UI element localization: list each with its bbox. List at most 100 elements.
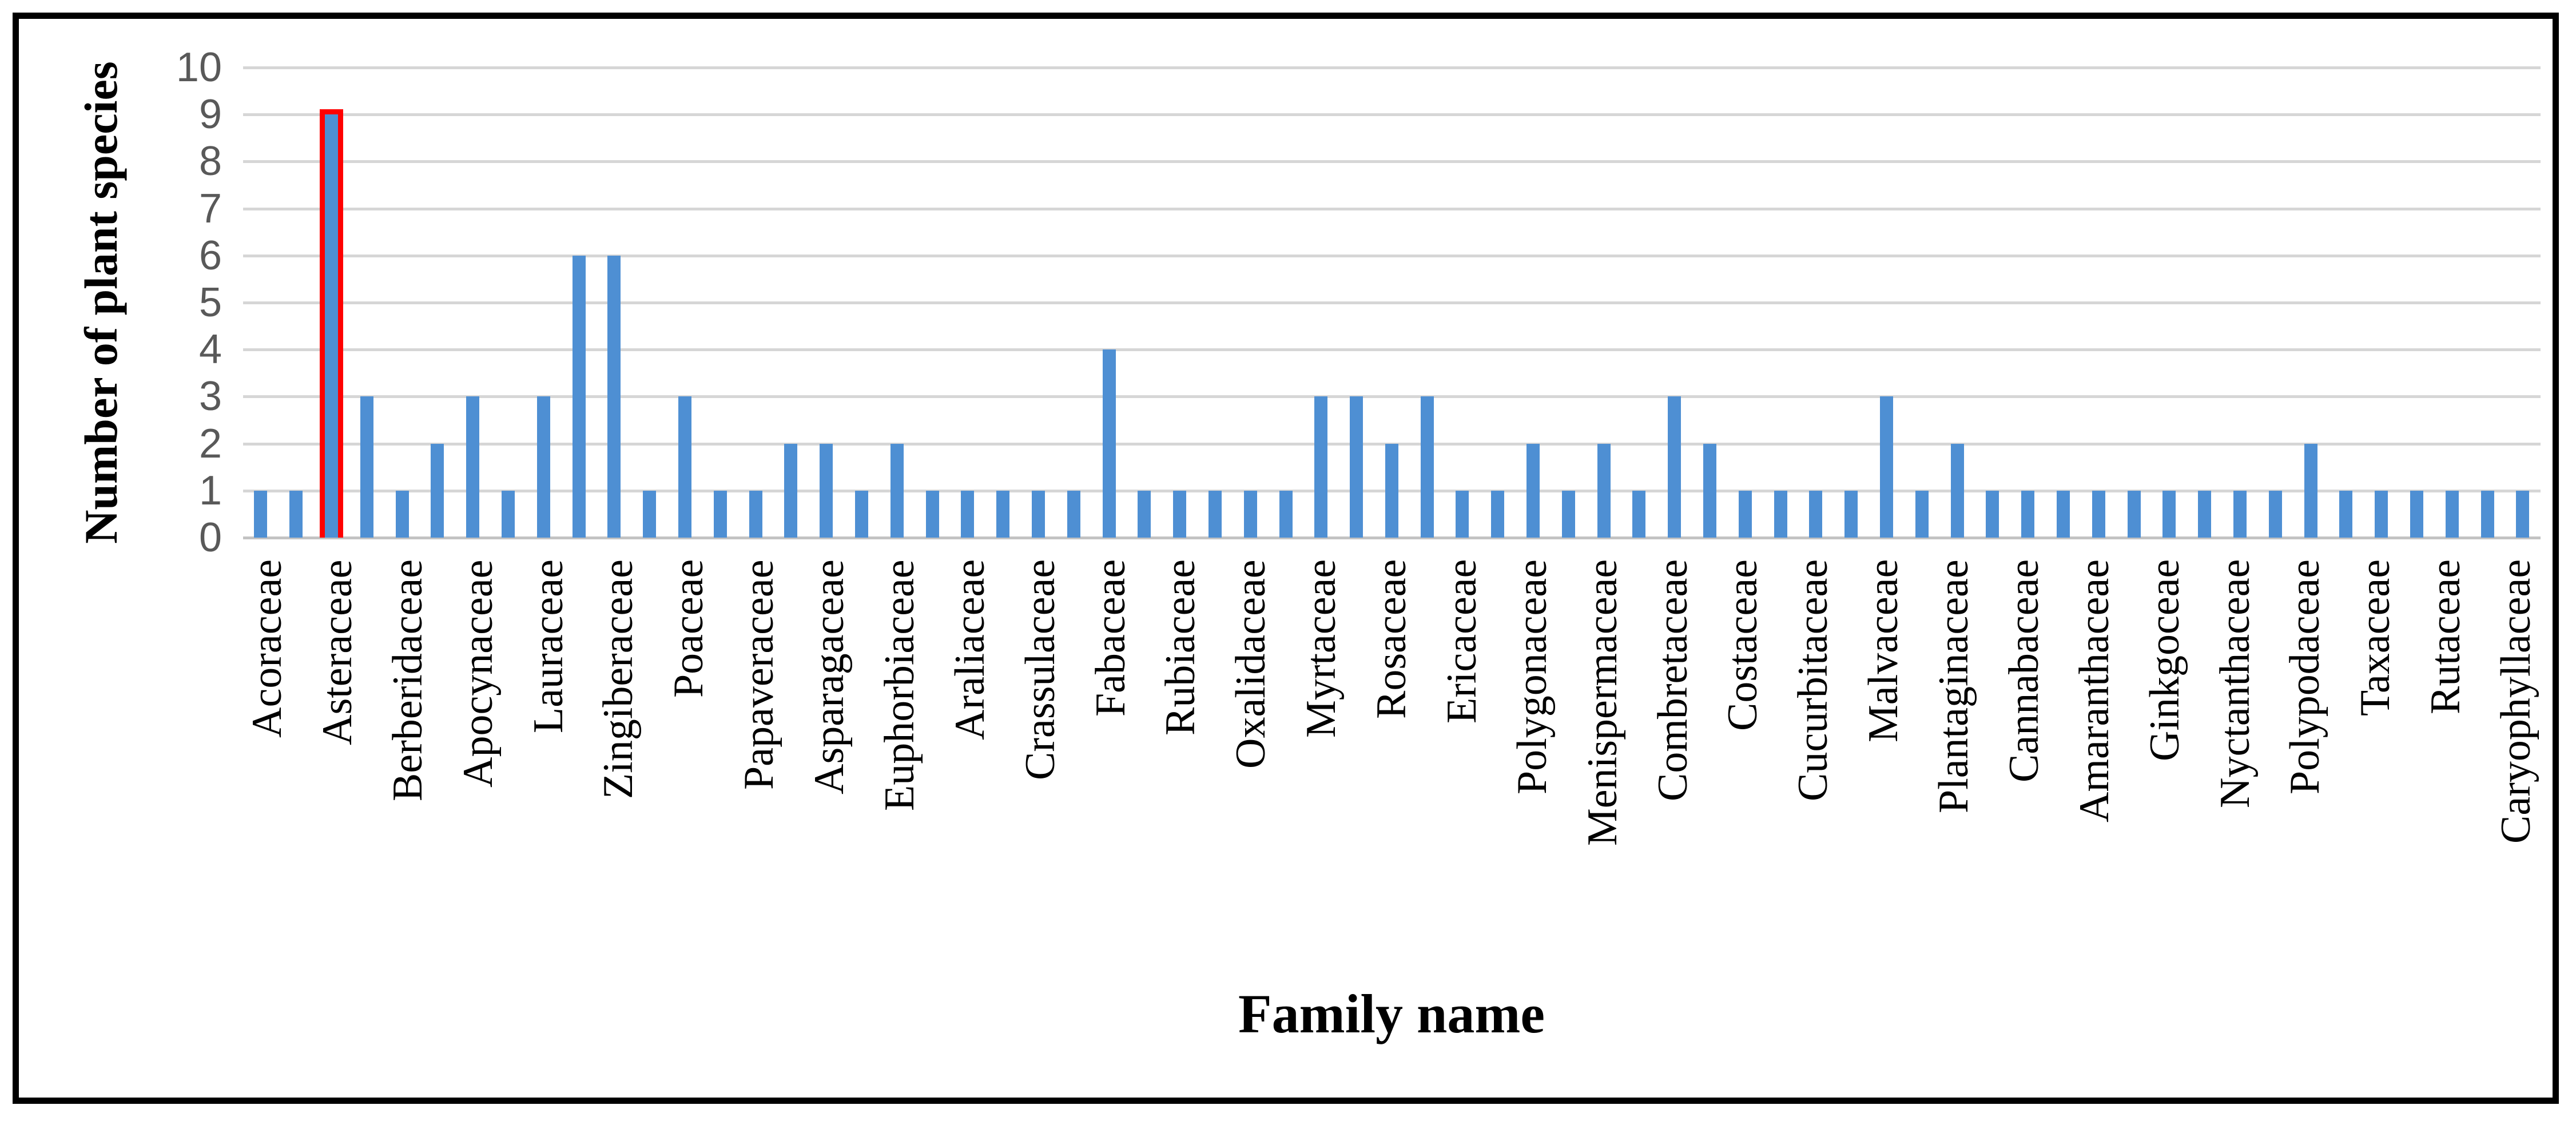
bar-slot bbox=[2187, 67, 2223, 538]
x-label-slot: Araliaceae bbox=[946, 559, 995, 968]
x-label-slot bbox=[1557, 559, 1579, 968]
bar bbox=[572, 256, 586, 538]
x-label-slot: Acoraceae bbox=[243, 559, 292, 968]
bar bbox=[1950, 444, 1964, 538]
bar bbox=[2092, 491, 2105, 538]
bar bbox=[1774, 491, 1787, 538]
x-label-slot: Poaceae bbox=[665, 559, 713, 968]
x-label-slot bbox=[2260, 559, 2281, 968]
x-label-slot bbox=[1978, 559, 2000, 968]
bar bbox=[2198, 491, 2212, 538]
x-label-slot bbox=[1486, 559, 1508, 968]
bar bbox=[2057, 491, 2070, 538]
x-label-slot bbox=[2189, 559, 2211, 968]
bar-slot bbox=[526, 67, 561, 538]
x-label-slot: Ericaceae bbox=[1438, 559, 1486, 968]
bar-slot bbox=[2505, 67, 2541, 538]
bar-slot bbox=[1021, 67, 1056, 538]
bar bbox=[2304, 444, 2317, 538]
bar bbox=[536, 396, 550, 538]
x-category-label: Araliaceae bbox=[946, 559, 993, 741]
gridline bbox=[243, 66, 2541, 69]
bar bbox=[289, 491, 303, 538]
bar-slot bbox=[1162, 67, 1198, 538]
x-category-label: Myrtaceae bbox=[1298, 559, 1345, 738]
bar-slot bbox=[1692, 67, 1728, 538]
x-label-slot: Zingiberaceae bbox=[594, 559, 643, 968]
bar-slot bbox=[702, 67, 738, 538]
bar-slot bbox=[2046, 67, 2081, 538]
bar bbox=[1208, 491, 1222, 538]
bar bbox=[1703, 444, 1717, 538]
bar-slot bbox=[561, 67, 597, 538]
bar bbox=[2516, 491, 2530, 538]
bar-slot bbox=[349, 67, 384, 538]
bar bbox=[2445, 491, 2459, 538]
x-label-slot: Oxalidaceae bbox=[1227, 559, 1275, 968]
x-label-slot bbox=[503, 559, 524, 968]
x-label-slot: Berberidaceae bbox=[384, 559, 432, 968]
bar bbox=[1880, 396, 1894, 538]
x-category-label: Plantaginaceae bbox=[1930, 559, 1977, 813]
bar bbox=[466, 396, 480, 538]
bar-slot bbox=[1374, 67, 1410, 538]
bar-slot bbox=[2328, 67, 2364, 538]
x-label-slot bbox=[784, 559, 805, 968]
x-category-label: Taxaceae bbox=[2352, 559, 2399, 717]
bar-slot bbox=[1586, 67, 1621, 538]
x-category-label: Combretaceae bbox=[1649, 559, 1696, 802]
bar bbox=[1385, 444, 1398, 538]
x-label-slot: Apocynaceae bbox=[454, 559, 503, 968]
bar bbox=[1031, 491, 1045, 538]
bar bbox=[890, 444, 904, 538]
bar-slot bbox=[1339, 67, 1374, 538]
bar-slot bbox=[1551, 67, 1586, 538]
bar-slot bbox=[2152, 67, 2187, 538]
bar-slot bbox=[2081, 67, 2116, 538]
x-category-label: Rosaceae bbox=[1368, 559, 1415, 719]
x-category-label: Poaceae bbox=[665, 559, 713, 698]
y-tick-label: 10 bbox=[176, 45, 222, 90]
x-category-label: Asparagaceae bbox=[806, 559, 853, 794]
gridline bbox=[243, 348, 2541, 351]
x-label-slot bbox=[995, 559, 1016, 968]
bar-slot bbox=[491, 67, 526, 538]
bar bbox=[1420, 396, 1434, 538]
bar-slot bbox=[773, 67, 809, 538]
y-tick-label: 3 bbox=[198, 373, 222, 419]
x-label-slot: Caryophyllaceae bbox=[2492, 559, 2541, 968]
bar-slot bbox=[1657, 67, 1692, 538]
x-label-slot bbox=[1205, 559, 1227, 968]
bar bbox=[431, 444, 444, 538]
bar-slot bbox=[314, 67, 349, 538]
x-label-slot bbox=[2049, 559, 2070, 968]
bar-slot bbox=[2257, 67, 2293, 538]
bar-slot bbox=[243, 67, 279, 538]
x-label-slot: Polygonaceae bbox=[1508, 559, 1557, 968]
bar bbox=[854, 491, 868, 538]
bar bbox=[1491, 491, 1505, 538]
bar-slot bbox=[2364, 67, 2399, 538]
x-category-label: Oxalidaceae bbox=[1227, 559, 1275, 769]
bar bbox=[2480, 491, 2494, 538]
x-label-slot: Papaveraceae bbox=[735, 559, 784, 968]
x-category-label: Euphorbiaceae bbox=[876, 559, 923, 811]
bar-slot bbox=[1091, 67, 1127, 538]
x-label-slot bbox=[292, 559, 313, 968]
x-label-slot: Rutaceae bbox=[2422, 559, 2470, 968]
bar bbox=[1809, 491, 1823, 538]
bar bbox=[1844, 491, 1858, 538]
bar-slot bbox=[597, 67, 632, 538]
y-tick-label: 1 bbox=[198, 468, 222, 514]
bar-slot bbox=[1798, 67, 1834, 538]
x-label-slot: Nyctanthaceae bbox=[2211, 559, 2260, 968]
gridline bbox=[243, 208, 2541, 210]
bar bbox=[961, 491, 975, 538]
x-category-label: Lauraceae bbox=[524, 559, 572, 733]
bar bbox=[2233, 491, 2247, 538]
bar bbox=[2127, 491, 2141, 538]
bar-slot bbox=[1445, 67, 1480, 538]
bar bbox=[1279, 491, 1293, 538]
x-label-slot: Menispermaceae bbox=[1579, 559, 1627, 968]
